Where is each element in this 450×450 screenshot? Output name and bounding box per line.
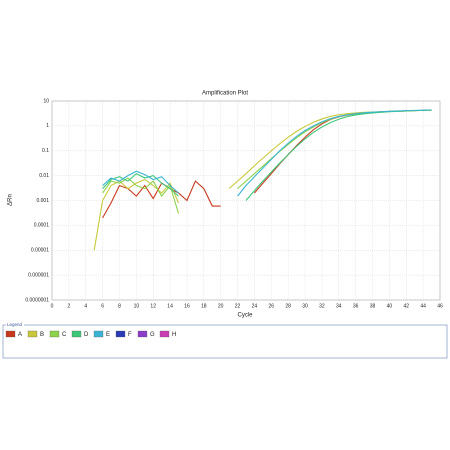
x-tick-label: 2: [67, 303, 70, 309]
x-tick-label: 22: [235, 303, 241, 309]
x-tick-label: 20: [218, 303, 224, 309]
x-tick-label: 34: [336, 303, 342, 309]
legend-label: C: [62, 332, 67, 338]
x-tick-label: 42: [403, 303, 409, 309]
x-tick-label: 14: [167, 303, 173, 309]
x-tick-label: 40: [387, 303, 393, 309]
x-axis-label: Cycle: [237, 313, 253, 319]
y-axis-label: ΔRn: [8, 194, 14, 206]
x-tick-label: 4: [84, 303, 87, 309]
x-tick-label: 26: [269, 303, 275, 309]
x-tick-label: 28: [285, 303, 291, 309]
y-tick-label: 0.1: [42, 148, 49, 154]
y-tick-label: 0.00001: [31, 248, 49, 254]
legend-swatch: [93, 330, 104, 338]
legend-swatch: [5, 330, 16, 338]
x-tick-label: 36: [353, 303, 359, 309]
x-tick-label: 0: [51, 303, 54, 309]
y-tick-label: 0.0000001: [25, 297, 49, 303]
legend-title-bg: [6, 322, 24, 328]
x-tick-label: 16: [184, 303, 190, 309]
x-tick-label: 12: [150, 303, 156, 309]
legend-swatch: [159, 330, 170, 338]
legend-swatch: [115, 330, 126, 338]
x-tick-label: 30: [302, 303, 308, 309]
y-tick-label: 0.0001: [34, 223, 50, 229]
legend-swatch: [27, 330, 38, 338]
x-tick-label: 8: [118, 303, 121, 309]
y-tick-label: 0.000001: [28, 272, 49, 278]
legend-swatch: [137, 330, 148, 338]
chart-title: Amplification Plot: [202, 91, 248, 97]
legend-label: A: [18, 332, 22, 338]
series-line: [102, 109, 432, 197]
legend-label: G: [150, 332, 155, 338]
legend-title: Legend: [7, 322, 23, 327]
legend-label: D: [84, 332, 89, 338]
x-tick-label: 18: [201, 303, 207, 309]
x-tick-label: 44: [420, 303, 426, 309]
x-tick-label: 38: [370, 303, 376, 309]
legend-label: F: [128, 332, 132, 338]
x-tick-label: 10: [134, 303, 140, 309]
x-tick-label: 32: [319, 303, 325, 309]
legend-label: H: [172, 332, 176, 338]
legend-box: [2, 324, 448, 359]
y-tick-label: 10: [43, 98, 49, 104]
x-tick-label: 24: [252, 303, 258, 309]
y-tick-label: 0.01: [39, 173, 49, 179]
x-tick-label: 46: [437, 303, 443, 309]
legend-label: B: [40, 332, 44, 338]
legend-swatch: [49, 330, 60, 338]
y-tick-label: 0.001: [36, 198, 49, 204]
series-line: [102, 109, 432, 201]
legend-swatch: [71, 330, 82, 338]
x-tick-label: 6: [101, 303, 104, 309]
y-tick-label: 1: [46, 123, 49, 129]
series-line: [93, 109, 432, 251]
legend-label: E: [106, 332, 110, 338]
